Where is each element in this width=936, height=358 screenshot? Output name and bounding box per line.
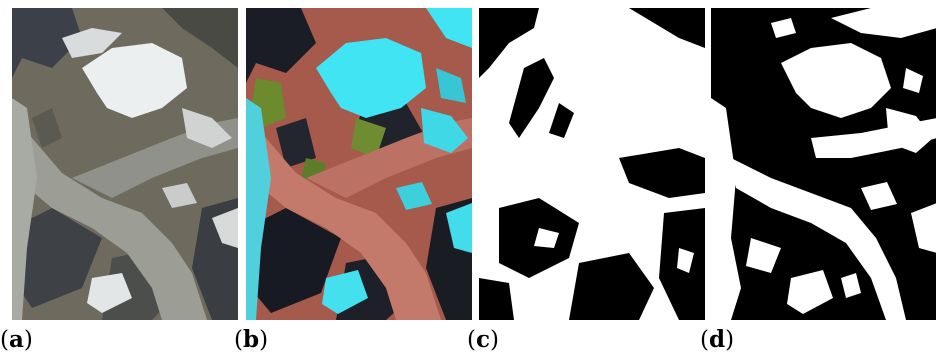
binary-mask-detailed [711,8,936,320]
caption-c: (c) [467,326,499,353]
detailed-mask-image [711,8,936,320]
binary-mask-coarse [479,8,705,320]
satellite-image-false-color [246,8,472,320]
caption-d: (d) [700,326,735,353]
caption-a: (a) [0,326,33,353]
caption-b: (b) [234,326,269,353]
true-color-glacier-image [12,8,238,320]
coarse-mask-image [479,8,705,320]
satellite-image-true-color [12,8,238,320]
false-color-glacier-image [246,8,472,320]
